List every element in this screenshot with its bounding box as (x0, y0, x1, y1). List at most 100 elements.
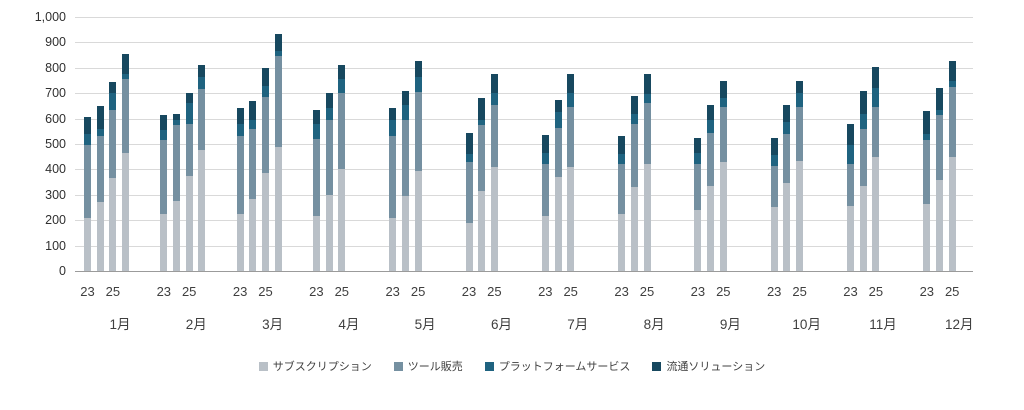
segment-distribution-solutions[interactable] (262, 67, 269, 86)
segment-tool-sales[interactable] (160, 140, 168, 214)
segment-tool-sales[interactable] (783, 133, 791, 184)
segment-platform-services[interactable] (198, 76, 206, 90)
bar-2月-23[interactable] (160, 114, 168, 271)
segment-distribution-solutions[interactable] (783, 104, 791, 123)
segment-platform-services[interactable] (567, 93, 575, 108)
segment-tool-sales[interactable] (554, 127, 562, 178)
segment-subscription[interactable] (198, 150, 206, 271)
segment-tool-sales[interactable] (694, 164, 702, 211)
segment-distribution-solutions[interactable] (389, 108, 397, 120)
segment-distribution-solutions[interactable] (249, 100, 257, 120)
segment-subscription[interactable] (249, 198, 257, 271)
segment-subscription[interactable] (783, 183, 791, 271)
bar-4月-24[interactable] (325, 93, 333, 271)
segment-platform-services[interactable] (923, 133, 931, 141)
bar-2月-24[interactable] (173, 113, 180, 271)
segment-distribution-solutions[interactable] (96, 105, 104, 129)
segment-distribution-solutions[interactable] (173, 113, 180, 120)
segment-distribution-solutions[interactable] (694, 137, 702, 153)
segment-subscription[interactable] (160, 213, 168, 271)
bar-7月-24[interactable] (554, 99, 562, 271)
bar-3月-23[interactable] (236, 108, 244, 271)
bar-11月-23[interactable] (847, 123, 854, 271)
segment-distribution-solutions[interactable] (567, 74, 575, 94)
segment-subscription[interactable] (274, 146, 282, 271)
segment-tool-sales[interactable] (185, 123, 193, 176)
bar-3月-24[interactable] (249, 100, 257, 271)
segment-tool-sales[interactable] (948, 86, 956, 157)
segment-platform-services[interactable] (389, 119, 397, 137)
segment-platform-services[interactable] (465, 154, 473, 162)
segment-platform-services[interactable] (770, 155, 778, 166)
segment-tool-sales[interactable] (262, 97, 269, 174)
segment-subscription[interactable] (618, 213, 626, 271)
segment-platform-services[interactable] (859, 113, 867, 129)
segment-platform-services[interactable] (796, 93, 804, 108)
segment-tool-sales[interactable] (274, 56, 282, 147)
bar-1月-26[interactable] (122, 53, 130, 271)
segment-tool-sales[interactable] (630, 123, 638, 188)
segment-subscription[interactable] (694, 210, 702, 271)
segment-tool-sales[interactable] (936, 114, 943, 180)
segment-tool-sales[interactable] (643, 103, 651, 165)
segment-subscription[interactable] (567, 166, 575, 271)
segment-subscription[interactable] (847, 206, 854, 271)
segment-subscription[interactable] (948, 156, 956, 271)
segment-platform-services[interactable] (630, 113, 638, 124)
segment-tool-sales[interactable] (414, 91, 422, 171)
segment-subscription[interactable] (554, 177, 562, 271)
bar-11月-25[interactable] (872, 66, 880, 271)
bar-8月-23[interactable] (618, 136, 626, 271)
segment-distribution-solutions[interactable] (490, 74, 498, 94)
segment-distribution-solutions[interactable] (847, 123, 854, 146)
bar-10月-23[interactable] (770, 137, 778, 271)
bar-3月-26[interactable] (274, 33, 282, 271)
segment-platform-services[interactable] (936, 109, 943, 115)
bar-11月-24[interactable] (859, 90, 867, 271)
segment-platform-services[interactable] (694, 152, 702, 165)
segment-tool-sales[interactable] (109, 109, 117, 179)
segment-distribution-solutions[interactable] (643, 74, 651, 95)
segment-tool-sales[interactable] (796, 107, 804, 161)
bar-12月-24[interactable] (936, 88, 943, 271)
segment-distribution-solutions[interactable] (872, 66, 880, 89)
bar-5月-25[interactable] (414, 61, 422, 271)
segment-platform-services[interactable] (719, 98, 727, 108)
segment-tool-sales[interactable] (122, 79, 130, 153)
segment-platform-services[interactable] (160, 130, 168, 141)
segment-platform-services[interactable] (783, 122, 791, 134)
bar-1月-23[interactable] (84, 117, 91, 271)
segment-tool-sales[interactable] (872, 107, 880, 157)
segment-tool-sales[interactable] (312, 138, 320, 217)
bar-1月-25[interactable] (109, 81, 117, 271)
segment-distribution-solutions[interactable] (122, 53, 130, 75)
segment-distribution-solutions[interactable] (236, 108, 244, 124)
bar-2月-26[interactable] (198, 65, 206, 271)
segment-platform-services[interactable] (643, 94, 651, 104)
segment-distribution-solutions[interactable] (338, 65, 346, 80)
segment-distribution-solutions[interactable] (325, 93, 333, 109)
segment-tool-sales[interactable] (249, 128, 257, 199)
segment-distribution-solutions[interactable] (109, 81, 117, 94)
segment-tool-sales[interactable] (96, 136, 104, 203)
segment-tool-sales[interactable] (770, 165, 778, 208)
segment-subscription[interactable] (414, 170, 422, 271)
bar-7月-23[interactable] (541, 135, 549, 271)
segment-distribution-solutions[interactable] (478, 98, 486, 120)
segment-subscription[interactable] (630, 187, 638, 271)
segment-platform-services[interactable] (84, 133, 91, 146)
segment-tool-sales[interactable] (719, 107, 727, 162)
bar-7月-25[interactable] (567, 74, 575, 271)
segment-distribution-solutions[interactable] (707, 104, 715, 120)
segment-distribution-solutions[interactable] (84, 117, 91, 134)
segment-subscription[interactable] (325, 194, 333, 271)
segment-platform-services[interactable] (541, 152, 549, 165)
legend-item-tool-sales[interactable]: ツール販売 (393, 358, 463, 374)
segment-tool-sales[interactable] (338, 93, 346, 170)
segment-subscription[interactable] (96, 202, 104, 271)
bar-4月-25[interactable] (338, 65, 346, 271)
segment-subscription[interactable] (719, 161, 727, 271)
segment-tool-sales[interactable] (567, 107, 575, 167)
segment-platform-services[interactable] (872, 88, 880, 108)
bar-9月-24[interactable] (707, 104, 715, 271)
